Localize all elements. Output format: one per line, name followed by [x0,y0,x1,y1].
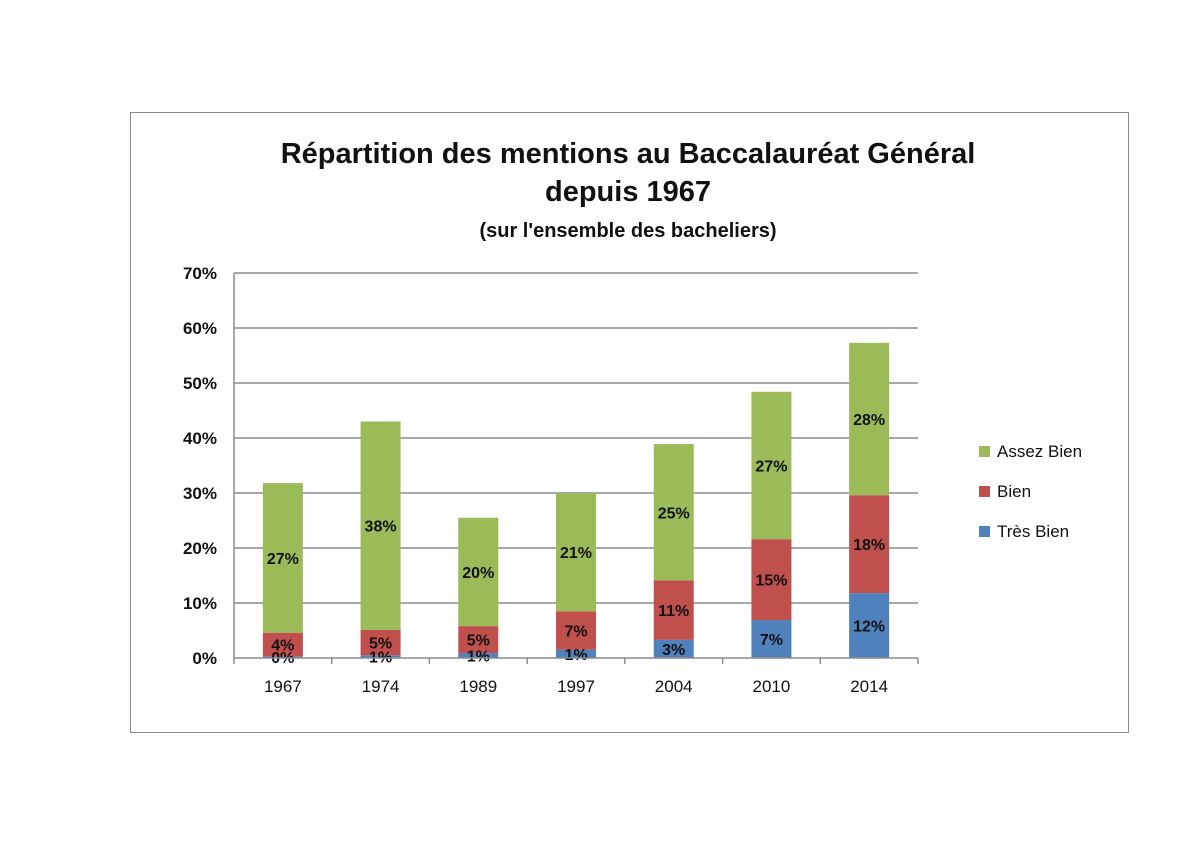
bar-segment-assez-bien [556,493,596,612]
legend-swatch [979,526,990,537]
data-label: 21% [560,545,592,562]
data-label: 27% [267,551,299,568]
bar-segment-tres-bien [458,653,499,658]
x-tick-label: 1997 [557,677,595,696]
bar-segment-assez-bien [458,517,499,627]
chart-subtitle: (sur l'ensemble des bacheliers) [479,220,776,242]
x-tick-label: 2014 [850,677,888,696]
data-label: 12% [853,619,885,636]
bar-segment-tres-bien [262,656,303,658]
legend-label: Très Bien [997,522,1069,541]
bar-segment-assez-bien [360,421,401,630]
data-label: 7% [564,624,587,641]
chart-title-line2: depuis 1967 [545,176,711,208]
legend-label: Bien [997,482,1031,501]
bar-segment-tres-bien [556,649,596,658]
x-axis: 1967 1974 1989 1997 2004 2010 2014 [233,273,919,696]
y-tick-label: 60% [183,319,217,338]
chart: Répartition des mentions au Baccalauréat… [183,138,1082,696]
bar-segment-bien [262,632,303,657]
x-tick-label: 1974 [362,677,400,696]
legend-label: Assez Bien [997,442,1082,461]
bar-segment-assez-bien [751,391,792,540]
bar-segment-tres-bien [653,639,694,658]
bar-segment-tres-bien [360,655,401,658]
data-label: 15% [755,573,787,590]
legend-swatch [979,446,990,457]
data-label: 1% [564,647,587,664]
bar-segment-bien [556,611,596,650]
data-label: 5% [467,633,490,650]
bar-segment-assez-bien [849,342,890,496]
y-tick-label: 50% [183,374,217,393]
data-label: 11% [658,603,689,620]
data-label: 18% [853,537,885,554]
bars [262,342,890,658]
x-tick-label: 2004 [655,677,693,696]
x-tick-label: 1967 [264,677,302,696]
x-tick-label: 2010 [753,677,791,696]
bar-segment-assez-bien [653,444,694,581]
chart-frame: Répartition des mentions au Baccalauréat… [130,112,1129,733]
bar-segment-tres-bien [849,593,890,658]
data-labels: 0%4%27%1%5%38%1%5%20%1%7%21%3%11%25%7%15… [267,412,885,667]
y-tick-label: 70% [183,264,217,283]
data-label: 28% [853,412,885,429]
data-label: 4% [271,638,294,655]
y-tick-label: 0% [192,649,217,668]
bar-segment-bien [849,495,890,594]
bar-segment-bien [458,626,499,654]
legend-swatch [979,486,990,497]
y-tick-label: 30% [183,484,217,503]
data-label: 5% [369,636,392,653]
y-tick-label: 40% [183,429,217,448]
bar-segment-bien [360,629,401,656]
chart-title: Répartition des mentions au Baccalauréat… [281,138,976,170]
data-label: 25% [658,505,690,522]
data-label: 38% [365,519,397,536]
bar-segment-assez-bien [262,483,303,633]
data-label: 20% [462,565,494,582]
bar-segment-tres-bien [751,620,792,658]
bar-segment-bien [751,539,792,621]
legend: Assez Bien Bien Très Bien [979,442,1082,541]
y-axis: 0% 10% 20% 30% 40% 50% 60% 70% [183,264,217,668]
data-label: 7% [760,632,783,649]
data-label: 3% [662,642,685,659]
x-tick-label: 1989 [459,677,497,696]
bar-segment-bien [653,580,694,640]
y-tick-label: 10% [183,594,217,613]
data-label: 27% [755,459,787,476]
data-label: 1% [467,649,490,666]
y-tick-label: 20% [183,539,217,558]
